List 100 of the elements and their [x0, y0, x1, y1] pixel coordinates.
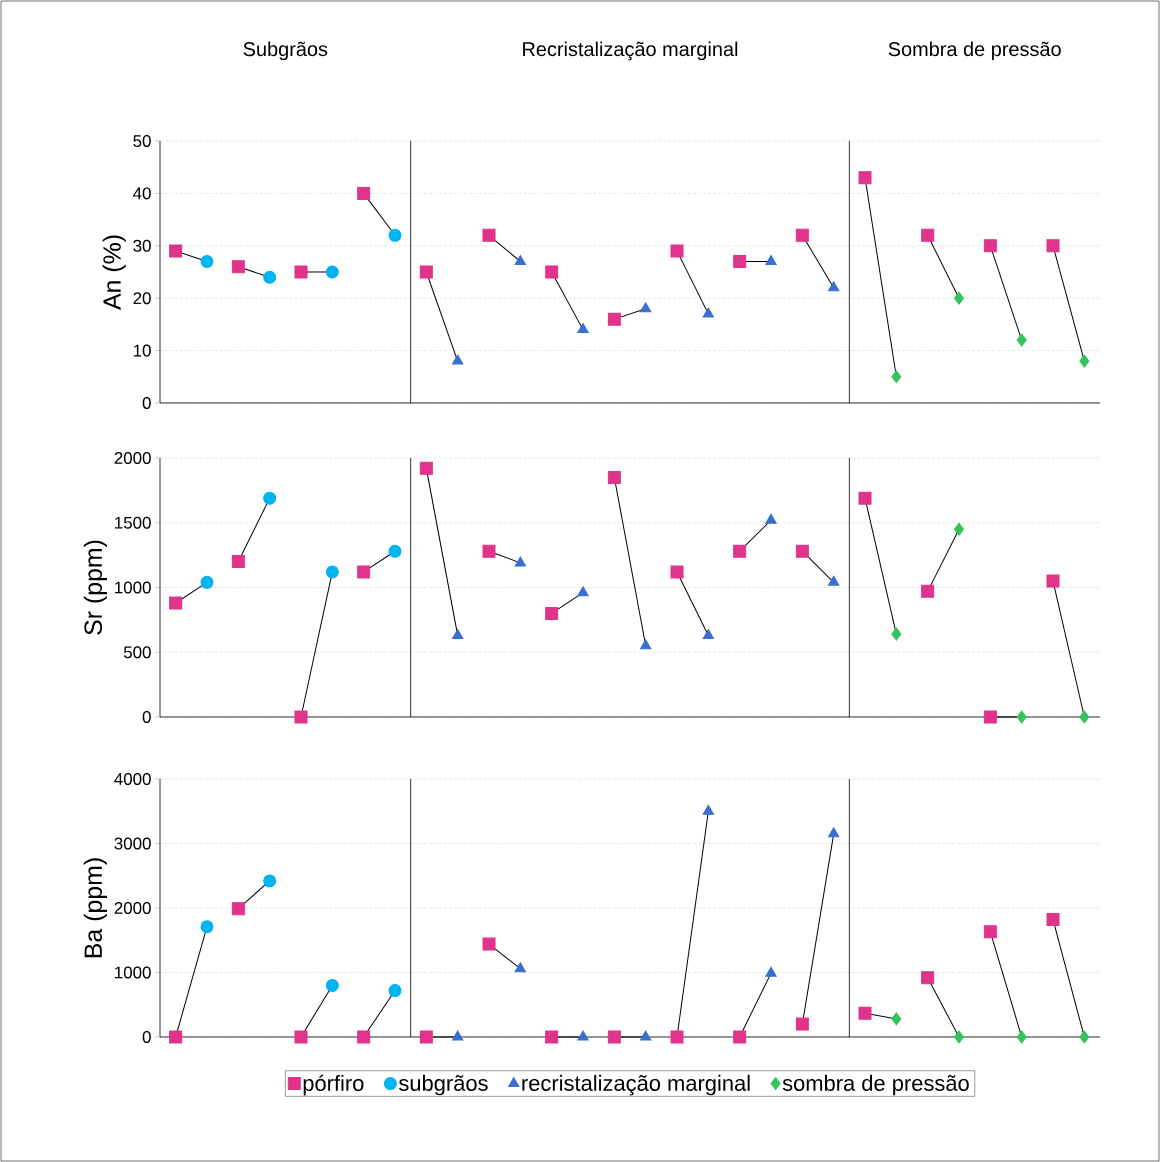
legend-label: pórfiro — [303, 1074, 364, 1096]
point — [858, 1006, 872, 1020]
point — [577, 1030, 589, 1041]
y-tick-label: 20 — [133, 292, 151, 305]
point — [545, 606, 559, 620]
point — [954, 522, 965, 536]
point — [577, 586, 589, 597]
point — [577, 323, 589, 334]
y-tick-label: 0 — [142, 710, 151, 723]
point — [983, 925, 997, 939]
point — [169, 1030, 183, 1044]
y-tick-label: 2000 — [114, 451, 151, 464]
y-tick-label: 1000 — [115, 581, 151, 594]
point — [891, 1012, 902, 1026]
text: Sombra de pressão — [888, 41, 1061, 61]
point — [545, 1030, 559, 1044]
point — [765, 513, 777, 524]
point — [294, 265, 308, 279]
point — [169, 244, 183, 258]
point — [827, 575, 840, 586]
point — [325, 565, 339, 579]
legend-label: recristalização marginal — [522, 1074, 750, 1096]
point — [827, 281, 840, 292]
point — [1016, 1030, 1027, 1044]
point — [733, 1030, 747, 1044]
point — [1079, 354, 1090, 368]
text: Subgrãos — [243, 41, 328, 61]
point — [514, 255, 527, 265]
point — [983, 710, 997, 724]
y-tick-label: 30 — [133, 239, 151, 252]
point — [514, 962, 527, 973]
point — [858, 171, 872, 185]
point — [1046, 574, 1060, 588]
point — [1016, 333, 1027, 347]
point — [733, 255, 747, 268]
point — [702, 804, 715, 815]
point — [325, 978, 339, 992]
point — [795, 228, 809, 242]
point — [1046, 913, 1060, 927]
point — [388, 228, 402, 242]
point — [231, 902, 245, 916]
y-tick-label: 50 — [133, 134, 151, 147]
point — [514, 556, 527, 567]
point — [607, 470, 621, 484]
point — [827, 827, 840, 838]
point — [983, 239, 997, 253]
point — [545, 265, 559, 279]
point — [954, 1030, 965, 1044]
point — [670, 1030, 684, 1044]
point — [231, 260, 245, 274]
point — [388, 544, 402, 558]
y-axis-title: Sr (ppm) — [83, 540, 107, 635]
point — [733, 544, 747, 558]
point — [451, 354, 464, 365]
point — [419, 265, 433, 279]
point — [419, 1030, 433, 1044]
point — [921, 228, 935, 242]
point — [639, 302, 652, 313]
point — [263, 270, 277, 284]
point — [702, 307, 715, 318]
point — [765, 966, 777, 977]
point — [1046, 239, 1060, 253]
y-tick-label: 1500 — [115, 516, 151, 529]
point — [294, 710, 308, 724]
point — [765, 255, 777, 265]
y-tick-label: 4000 — [114, 773, 151, 785]
point — [639, 1030, 652, 1041]
point — [419, 461, 433, 475]
point — [263, 874, 277, 888]
point — [200, 920, 214, 934]
point — [357, 186, 371, 200]
point — [200, 255, 214, 268]
point — [200, 575, 214, 589]
y-tick-label: 3000 — [114, 837, 151, 850]
point — [639, 639, 652, 650]
legend-label: sombra de pressão — [782, 1074, 969, 1096]
point — [607, 1030, 621, 1044]
point — [858, 491, 872, 505]
y-tick-label: 0 — [142, 396, 151, 409]
point — [325, 265, 339, 279]
y-tick-label: 0 — [142, 1031, 151, 1043]
point — [891, 627, 902, 641]
point — [795, 1017, 809, 1031]
point — [670, 565, 684, 579]
point — [1079, 710, 1090, 724]
y-tick-label: 1000 — [115, 966, 151, 979]
point — [1016, 710, 1027, 724]
point — [670, 244, 684, 258]
point — [954, 291, 965, 305]
point — [482, 937, 496, 951]
point — [451, 628, 464, 639]
point — [921, 584, 935, 598]
y-tick-label: 500 — [123, 646, 151, 659]
point — [357, 1030, 371, 1044]
y-axis-title: An (%) — [102, 235, 126, 310]
point — [921, 971, 935, 985]
y-tick-label: 40 — [133, 187, 151, 200]
point — [1079, 1030, 1090, 1044]
legend-label: subgrãos — [398, 1074, 488, 1096]
point — [891, 370, 902, 384]
